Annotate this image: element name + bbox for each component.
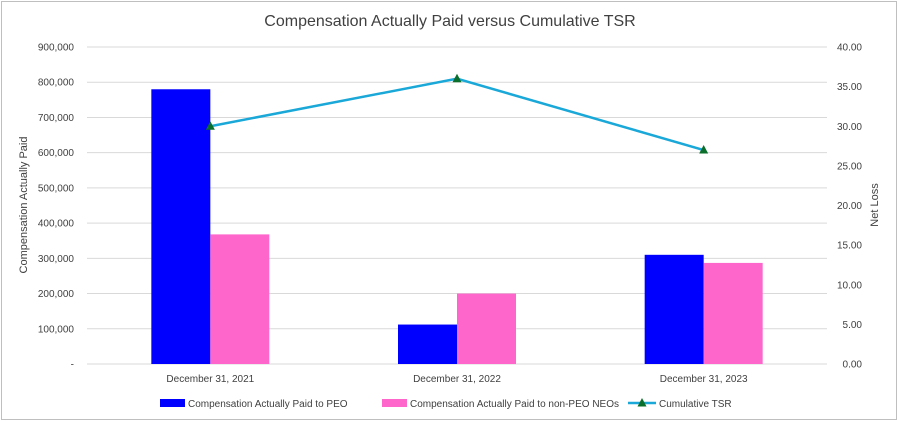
y-tick-label: 300,000 [38, 254, 75, 265]
bar-non-peo [457, 293, 516, 364]
y2-tick-label: 15.00 [837, 241, 862, 252]
bar-peo [151, 89, 211, 365]
bar-non-peo [210, 234, 270, 364]
y-axis-title: Compensation Actually Paid [18, 137, 30, 274]
legend-label: Compensation Actually Paid to non-PEO NE… [410, 399, 619, 410]
y2-tick-label: 40.00 [837, 43, 862, 54]
right-axis-ticks: 0.00 5.00 10.00 15.00 20.00 25.00 30.00 35.00 40… [837, 43, 862, 371]
tsr-marker [452, 73, 462, 83]
y2-tick-label: 0.00 [843, 360, 863, 371]
tsr-marker [205, 121, 215, 130]
y2-tick-label: 20.00 [837, 201, 862, 212]
y-tick-label: 700,000 [38, 113, 75, 124]
legend-label: Compensation Actually Paid to PEO [188, 399, 348, 410]
bars [151, 89, 763, 365]
y2-tick-label: 30.00 [837, 122, 862, 133]
bar-peo [398, 324, 457, 364]
y2-tick-label: 10.00 [837, 280, 862, 291]
y-tick-label: 800,000 [38, 78, 75, 89]
x-tick-label: December 31, 2023 [660, 374, 748, 385]
tsr-line [210, 77, 705, 152]
y2-axis-title: Net Loss [869, 183, 881, 227]
y2-tick-label: 5.00 [843, 320, 863, 331]
tsr-marker [699, 145, 709, 154]
y-tick-label: 900,000 [38, 43, 75, 54]
x-tick-label: December 31, 2021 [166, 374, 254, 385]
y2-tick-label: 35.00 [837, 82, 862, 93]
y-tick-label: 200,000 [38, 289, 75, 300]
legend-swatch [382, 399, 407, 407]
y-tick-label: 400,000 [38, 219, 75, 230]
left-axis-ticks: - 100,000 200,000 300,000 400,000 500,000 600,… [38, 43, 75, 371]
legend-label: Cumulative TSR [659, 399, 732, 410]
legend-marker [637, 398, 647, 407]
x-tick-label: December 31, 2022 [413, 374, 501, 385]
legend: Compensation Actually Paid to PEO Compens… [160, 398, 732, 410]
bar-peo [644, 254, 704, 364]
tsr-line-layer [205, 73, 709, 154]
y2-tick-label: 25.00 [837, 161, 862, 172]
y-tick-label: 500,000 [38, 183, 75, 194]
y-tick-label: 600,000 [38, 148, 75, 159]
y-tick-label: - [71, 360, 74, 371]
bar-non-peo [703, 262, 763, 364]
y-tick-label: 100,000 [38, 324, 75, 335]
chart-title: Compensation Actually Paid versus Cumula… [264, 13, 635, 30]
category-labels: December 31, 2021 December 31, 2022 Decemb… [166, 374, 748, 385]
legend-swatch [160, 399, 185, 407]
